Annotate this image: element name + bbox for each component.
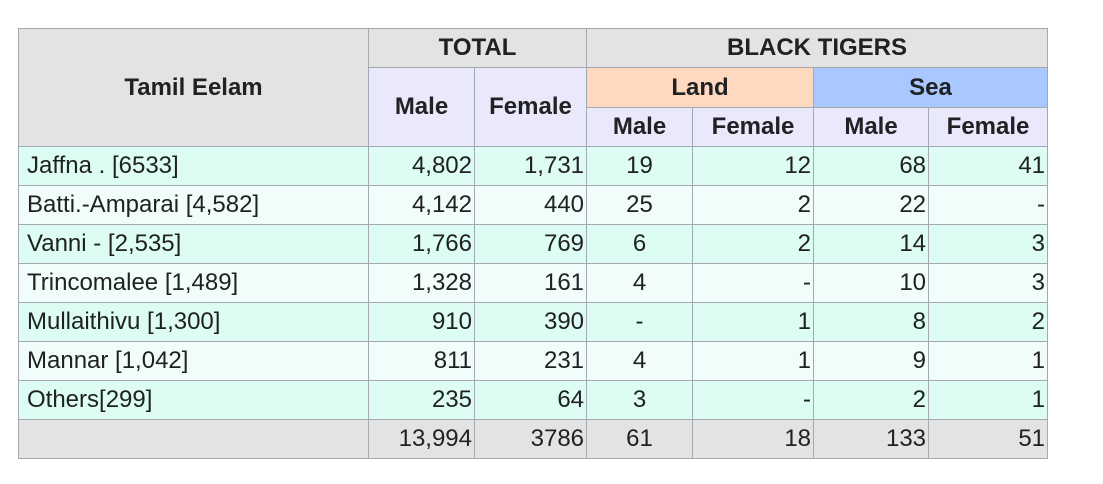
totals-sea-female-cell: 51 <box>928 419 1049 459</box>
sea-female-cell: 3 <box>928 224 1049 264</box>
sea-female-cell: - <box>928 185 1049 225</box>
land-male-cell: 6 <box>586 224 694 264</box>
sea-female-cell: 1 <box>928 341 1049 381</box>
header-total-female: Female <box>473 67 588 147</box>
header-sea-female: Female <box>928 107 1049 147</box>
region-cell: Mullaithivu [1,300] <box>18 302 369 342</box>
land-male-cell: 4 <box>586 341 694 381</box>
header-black-tigers: BLACK TIGERS <box>586 28 1049 68</box>
total-male-cell: 1,328 <box>368 263 475 303</box>
total-female-cell: 769 <box>473 224 588 264</box>
table-row: Jaffna . [6533] 4,802 1,731 19 12 68 41 <box>18 146 1049 186</box>
region-cell: Mannar [1,042] <box>18 341 369 381</box>
totals-total-male-cell: 13,994 <box>368 419 475 459</box>
header-land-male: Male <box>586 107 694 147</box>
land-male-cell: - <box>586 302 694 342</box>
region-cell: Others[299] <box>18 380 369 420</box>
sea-male-cell: 22 <box>813 185 930 225</box>
table-header: Tamil Eelam TOTAL BLACK TIGERS Male Fema… <box>18 28 1049 147</box>
total-male-cell: 811 <box>368 341 475 381</box>
header-sea-male: Male <box>813 107 930 147</box>
header-land-female: Female <box>692 107 815 147</box>
totals-total-female-cell: 3786 <box>473 419 588 459</box>
total-male-cell: 4,142 <box>368 185 475 225</box>
total-female-cell: 440 <box>473 185 588 225</box>
sea-female-cell: 1 <box>928 380 1049 420</box>
land-male-cell: 3 <box>586 380 694 420</box>
total-male-cell: 1,766 <box>368 224 475 264</box>
land-female-cell: 1 <box>692 302 815 342</box>
total-male-cell: 235 <box>368 380 475 420</box>
total-male-cell: 910 <box>368 302 475 342</box>
header-sea: Sea <box>813 67 1049 108</box>
total-female-cell: 161 <box>473 263 588 303</box>
sea-male-cell: 9 <box>813 341 930 381</box>
region-cell: Batti.-Amparai [4,582] <box>18 185 369 225</box>
sea-male-cell: 2 <box>813 380 930 420</box>
table-row: Vanni - [2,535] 1,766 769 6 2 14 3 <box>18 224 1049 264</box>
land-female-cell: 1 <box>692 341 815 381</box>
totals-region-cell <box>18 419 369 459</box>
totals-row: 13,994 3786 61 18 133 51 <box>18 419 1049 459</box>
total-female-cell: 1,731 <box>473 146 588 186</box>
table-footer: 13,994 3786 61 18 133 51 <box>18 419 1049 459</box>
land-female-cell: - <box>692 263 815 303</box>
totals-sea-male-cell: 133 <box>813 419 930 459</box>
sea-male-cell: 10 <box>813 263 930 303</box>
sea-female-cell: 2 <box>928 302 1049 342</box>
land-female-cell: 2 <box>692 185 815 225</box>
sea-female-cell: 3 <box>928 263 1049 303</box>
sea-female-cell: 41 <box>928 146 1049 186</box>
header-region: Tamil Eelam <box>18 28 369 147</box>
black-tigers-table: Tamil Eelam TOTAL BLACK TIGERS Male Fema… <box>18 28 1049 459</box>
totals-land-female-cell: 18 <box>692 419 815 459</box>
table-body: Jaffna . [6533] 4,802 1,731 19 12 68 41 Batti.-… <box>18 146 1049 420</box>
region-cell: Vanni - [2,535] <box>18 224 369 264</box>
sea-male-cell: 14 <box>813 224 930 264</box>
total-female-cell: 390 <box>473 302 588 342</box>
table-row: Mannar [1,042] 811 231 4 1 9 1 <box>18 341 1049 381</box>
land-female-cell: 12 <box>692 146 815 186</box>
land-male-cell: 4 <box>586 263 694 303</box>
region-cell: Jaffna . [6533] <box>18 146 369 186</box>
header-total: TOTAL <box>367 28 588 68</box>
region-cell: Trincomalee [1,489] <box>18 263 369 303</box>
header-total-male: Male <box>368 67 475 147</box>
sea-male-cell: 68 <box>813 146 930 186</box>
table-row: Batti.-Amparai [4,582] 4,142 440 25 2 22- <box>18 185 1049 225</box>
land-male-cell: 19 <box>586 146 694 186</box>
land-female-cell: 2 <box>692 224 815 264</box>
table-row: Trincomalee [1,489] 1,328 161 4-10 3 <box>18 263 1049 303</box>
header-land: Land <box>586 67 815 108</box>
sea-male-cell: 8 <box>813 302 930 342</box>
totals-land-male-cell: 61 <box>586 419 694 459</box>
land-male-cell: 25 <box>586 185 694 225</box>
table-row: Others[299] 235 64 3-2 1 <box>18 380 1049 420</box>
land-female-cell: - <box>692 380 815 420</box>
total-female-cell: 231 <box>473 341 588 381</box>
table-row: Mullaithivu [1,300] 910 390-1 8 2 <box>18 302 1049 342</box>
total-male-cell: 4,802 <box>368 146 475 186</box>
total-female-cell: 64 <box>473 380 588 420</box>
